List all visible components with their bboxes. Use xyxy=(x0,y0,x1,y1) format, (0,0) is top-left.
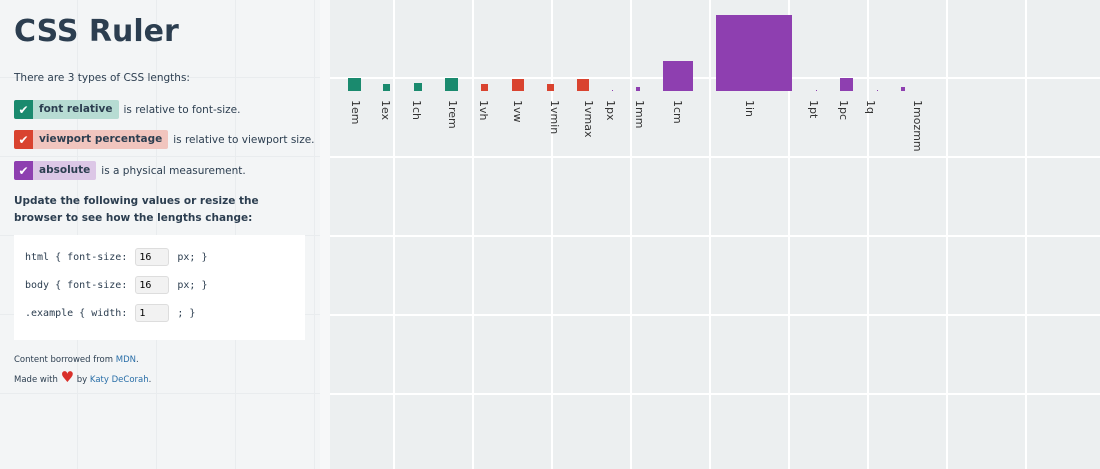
legend-item: ✔ absolute is a physical measurement. xyxy=(14,161,246,180)
unit-label: 1rem xyxy=(446,100,459,129)
unit-label: 1vw xyxy=(511,100,524,123)
unit-square xyxy=(816,90,817,91)
code-text: px; } xyxy=(177,279,208,291)
sidebar: CSS Ruler There are 3 types of CSS lengt… xyxy=(0,0,330,469)
text: by xyxy=(76,375,88,385)
unit-label: 1px xyxy=(604,100,617,121)
mdn-link[interactable]: MDN xyxy=(115,355,136,365)
html-font-size[interactable] xyxy=(135,248,170,266)
unit-square xyxy=(547,84,554,91)
body-font-size[interactable] xyxy=(135,276,170,294)
unit-square xyxy=(414,83,422,91)
credit: Content borrowed from MDN. xyxy=(14,355,139,365)
tag: absolute xyxy=(33,161,97,180)
unit-square xyxy=(577,79,589,91)
legend-text: is relative to font-size. xyxy=(123,103,241,116)
intro: There are 3 types of CSS lengths: xyxy=(14,72,190,84)
code-text: ; } xyxy=(177,307,196,319)
unit-label: 1mm xyxy=(633,100,646,129)
example-width[interactable] xyxy=(135,304,170,322)
tag: font relative xyxy=(33,100,119,119)
unit-square xyxy=(877,90,878,91)
unit-square xyxy=(348,78,361,91)
unit-square xyxy=(716,15,792,91)
unit-square xyxy=(840,78,853,91)
code-text: px; } xyxy=(177,251,208,263)
code-row: .example { width: ; } xyxy=(25,304,195,322)
code-text: html { font-size: xyxy=(25,251,128,263)
unit-square xyxy=(901,87,905,91)
unit-square xyxy=(445,78,458,91)
unit-label: 1pc xyxy=(837,100,850,121)
unit-square xyxy=(481,84,488,91)
legend-text: is a physical measurement. xyxy=(101,164,246,177)
text: Made with xyxy=(14,375,58,385)
unit-label: 1cm xyxy=(671,100,684,124)
author-link[interactable]: Katy DeCorah xyxy=(89,375,149,385)
unit-label: 1ch xyxy=(410,100,423,121)
heart: ♥ xyxy=(60,368,75,386)
legend-item: ✔ font relative is relative to font-size. xyxy=(14,100,240,119)
instructions: Update the following values or resize th… xyxy=(14,195,259,224)
unit-square xyxy=(612,90,613,91)
unit-label: 1q xyxy=(864,100,877,114)
unit-label: 1in xyxy=(743,100,756,118)
code-row: html { font-size: px; } xyxy=(25,248,207,266)
code-text: body { font-size: xyxy=(25,279,128,291)
unit-label: 1vmin xyxy=(548,100,561,135)
tag: viewport percentage xyxy=(33,130,169,149)
unit-label: 1pt xyxy=(807,100,820,119)
code-row: body { font-size: px; } xyxy=(25,276,207,294)
code-box: html { font-size: px; } body { font-size:… xyxy=(14,235,305,340)
legend-text: is relative to viewport size. xyxy=(173,133,315,146)
unit-square xyxy=(663,61,693,91)
credit: Made with ♥ by Katy DeCorah. xyxy=(14,368,151,386)
check: ✔ xyxy=(14,130,33,149)
unit-square xyxy=(512,79,524,91)
code-text: .example { width: xyxy=(25,307,128,319)
legend-item: ✔ viewport percentage is relative to viewp… xyxy=(14,130,315,149)
unit-label: 1ex xyxy=(379,100,392,121)
text: . xyxy=(135,355,139,365)
unit-label: 1vmax xyxy=(582,100,595,138)
text: . xyxy=(148,375,152,385)
unit-label: 1em xyxy=(349,100,362,125)
unit-label: 1vh xyxy=(477,100,490,121)
text: Content borrowed from xyxy=(14,355,114,365)
unit-label: 1mozmm xyxy=(911,100,924,152)
unit-square xyxy=(636,87,640,91)
unit-square xyxy=(383,84,390,91)
title: CSS Ruler xyxy=(14,14,179,49)
check: ✔ xyxy=(14,100,33,119)
check: ✔ xyxy=(14,161,33,180)
